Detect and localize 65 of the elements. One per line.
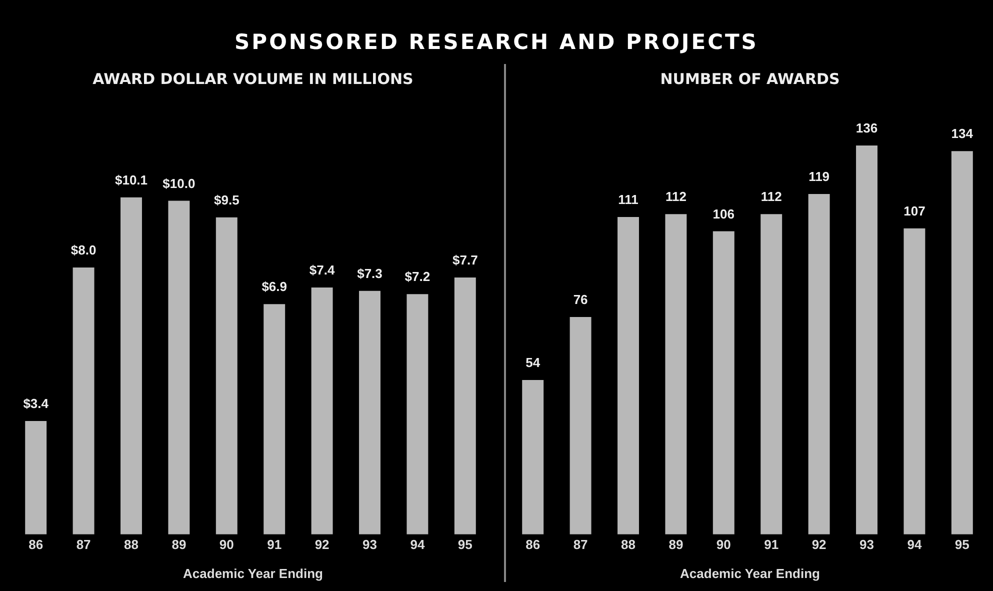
data-label: 134 — [951, 126, 974, 142]
data-label: 54 — [526, 355, 541, 370]
data-label: $6.9 — [262, 279, 288, 294]
data-label: 111 — [618, 192, 638, 208]
data-label: $7.3 — [357, 266, 382, 281]
data-label: 106 — [712, 206, 734, 222]
x-tick-label: 88 — [124, 536, 138, 552]
data-label: 112 — [760, 189, 782, 204]
x-tick-label: 90 — [716, 536, 731, 552]
x-axis-title: Academic Year Ending — [679, 566, 821, 581]
bar — [760, 214, 782, 534]
data-label: $7.7 — [452, 252, 478, 268]
x-tick-label: 92 — [314, 536, 330, 552]
x-tick-label: 87 — [573, 536, 588, 552]
data-label: 107 — [904, 203, 926, 218]
x-tick-label: 86 — [28, 536, 44, 552]
x-tick-label: 95 — [954, 536, 970, 552]
data-label: $7.4 — [309, 262, 336, 278]
x-tick-label: 91 — [764, 536, 779, 552]
bar — [618, 216, 639, 534]
bar — [168, 200, 190, 534]
bar — [454, 277, 476, 534]
chart-subtitle: AWARD DOLLAR VOLUME IN MILLIONS — [92, 70, 414, 90]
data-label: $10.0 — [162, 176, 196, 191]
x-tick-label: 89 — [172, 536, 186, 552]
x-tick-label: 94 — [410, 536, 426, 552]
bar — [522, 380, 544, 534]
data-label: $10.1 — [114, 172, 148, 188]
x-tick-label: 95 — [458, 536, 472, 552]
x-tick-label: 87 — [76, 536, 91, 552]
x-tick-label: 94 — [907, 536, 922, 552]
bar — [359, 290, 380, 534]
data-label: 136 — [856, 120, 878, 136]
bar — [951, 151, 973, 534]
x-tick-label: 90 — [219, 536, 234, 552]
bar — [570, 317, 592, 534]
chart-title: SPONSORED RESEARCH AND PROJECTS — [234, 30, 760, 54]
bar — [904, 228, 926, 534]
bar — [72, 267, 94, 534]
data-label: $3.4 — [23, 396, 50, 412]
data-label: $7.2 — [404, 269, 430, 284]
bar — [264, 304, 286, 534]
data-label: 76 — [573, 292, 588, 308]
data-label: $9.5 — [214, 192, 240, 208]
x-tick-label: 93 — [860, 536, 874, 552]
bar — [120, 197, 142, 534]
bar — [665, 214, 687, 534]
bar — [311, 287, 333, 534]
x-tick-label: 89 — [668, 536, 684, 552]
x-tick-label: 86 — [526, 536, 540, 552]
x-tick-label: 88 — [621, 536, 636, 552]
x-axis-title: Academic Year Ending — [182, 566, 324, 581]
bar — [856, 145, 878, 534]
bar — [712, 231, 734, 534]
data-label: $8.0 — [70, 242, 96, 258]
bar — [808, 194, 830, 534]
chart-title: NUMBER OF AWARDS — [659, 70, 841, 90]
bar — [406, 294, 428, 534]
bar — [25, 420, 47, 534]
data-label: 112 — [665, 189, 686, 204]
x-tick-label: 91 — [267, 536, 282, 552]
data-label: 119 — [808, 169, 830, 184]
x-tick-label: 92 — [812, 536, 826, 552]
bar — [216, 217, 238, 534]
x-tick-label: 93 — [362, 536, 377, 552]
